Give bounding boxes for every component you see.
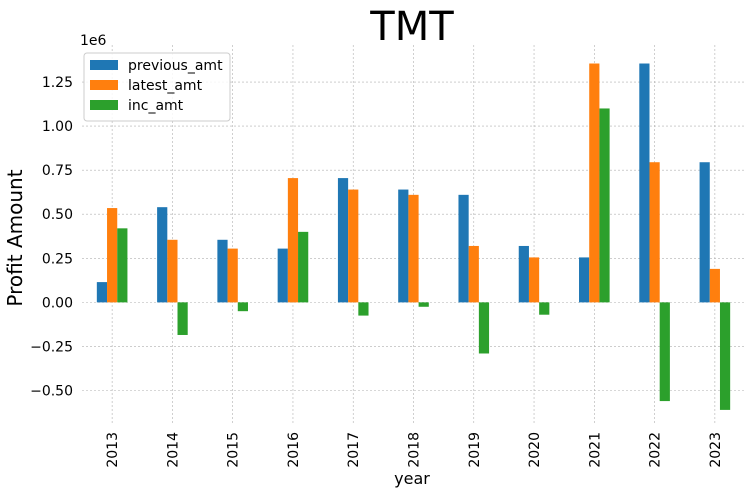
legend-label: latest_amt	[128, 78, 203, 94]
bar-inc_amt	[599, 108, 610, 303]
bar-latest_amt	[107, 208, 118, 303]
legend-label: previous_amt	[128, 58, 223, 74]
bar-latest_amt	[227, 248, 238, 303]
bar-inc_amt	[117, 228, 128, 303]
bar-previous_amt	[157, 207, 168, 303]
bar-latest_amt	[468, 245, 479, 303]
y-tick-label: 0.75	[42, 163, 73, 179]
bar-inc_amt	[298, 231, 309, 303]
bar-latest_amt	[649, 162, 660, 303]
bar-previous_amt	[458, 194, 469, 303]
bar-previous_amt	[579, 257, 590, 303]
y-offset-text: 1e6	[80, 33, 107, 49]
bar-latest_amt	[348, 189, 359, 303]
legend-swatch	[90, 60, 118, 70]
bar-previous_amt	[518, 245, 529, 303]
x-tick-label: 2019	[467, 432, 483, 468]
x-tick-label: 2013	[105, 432, 121, 468]
bar-previous_amt	[639, 63, 650, 303]
x-tick-label: 2022	[648, 432, 664, 468]
x-tick-label: 2021	[587, 432, 603, 468]
y-tick-label: 1.25	[42, 75, 73, 91]
y-tick-label: 0.00	[42, 295, 73, 311]
x-tick-label: 2014	[165, 432, 181, 468]
x-tick-label: 2016	[286, 432, 302, 468]
bar-inc_amt	[539, 302, 550, 315]
x-tick-label: 2017	[346, 432, 362, 468]
y-tick-label: 0.25	[42, 251, 73, 267]
bar-inc_amt	[478, 302, 490, 354]
legend: previous_amt latest_amt inc_amt	[83, 52, 231, 122]
x-tick-label: 2020	[527, 432, 543, 468]
bar-previous_amt	[699, 162, 710, 303]
y-tick-labels: −0.50 −0.25 0.00 0.25 0.50 0.75 1.00 1.25	[30, 75, 73, 399]
bars	[96, 63, 731, 410]
y-axis-label: Profit Amount	[3, 169, 27, 306]
bar-previous_amt	[217, 239, 228, 303]
chart-title: TMT	[369, 4, 454, 50]
bar-latest_amt	[408, 194, 419, 303]
bar-latest_amt	[287, 178, 299, 303]
x-tick-label: 2015	[226, 432, 242, 468]
legend-swatch	[90, 100, 118, 110]
bar-inc_amt	[237, 302, 248, 312]
x-tick-label: 2023	[708, 432, 724, 468]
y-tick-label: 0.50	[42, 207, 73, 223]
bar-latest_amt	[528, 257, 540, 303]
bar-previous_amt	[398, 189, 409, 303]
x-tick-label: 2018	[407, 432, 423, 468]
bar-previous_amt	[277, 248, 288, 303]
legend-swatch	[90, 80, 118, 90]
bar-inc_amt	[177, 302, 188, 335]
bar-previous_amt	[96, 282, 108, 303]
legend-label: inc_amt	[128, 98, 184, 114]
bar-previous_amt	[337, 178, 349, 303]
x-axis-label: year	[394, 469, 430, 488]
bar-inc_amt	[659, 302, 670, 402]
x-tick-labels: 2013 2014 2015 2016 2017 2018 2019 2020 2021 2022…	[105, 432, 724, 468]
bar-inc_amt	[418, 302, 429, 307]
bar-inc_amt	[719, 302, 731, 410]
y-tick-label: −0.50	[30, 384, 73, 400]
bar-inc_amt	[358, 302, 369, 316]
y-tick-label: 1.00	[42, 119, 73, 135]
legend-box	[83, 52, 231, 122]
bar-latest_amt	[709, 268, 720, 303]
bar-latest_amt	[589, 63, 600, 303]
y-tick-label: −0.25	[30, 339, 73, 355]
bar-latest_amt	[167, 239, 178, 303]
